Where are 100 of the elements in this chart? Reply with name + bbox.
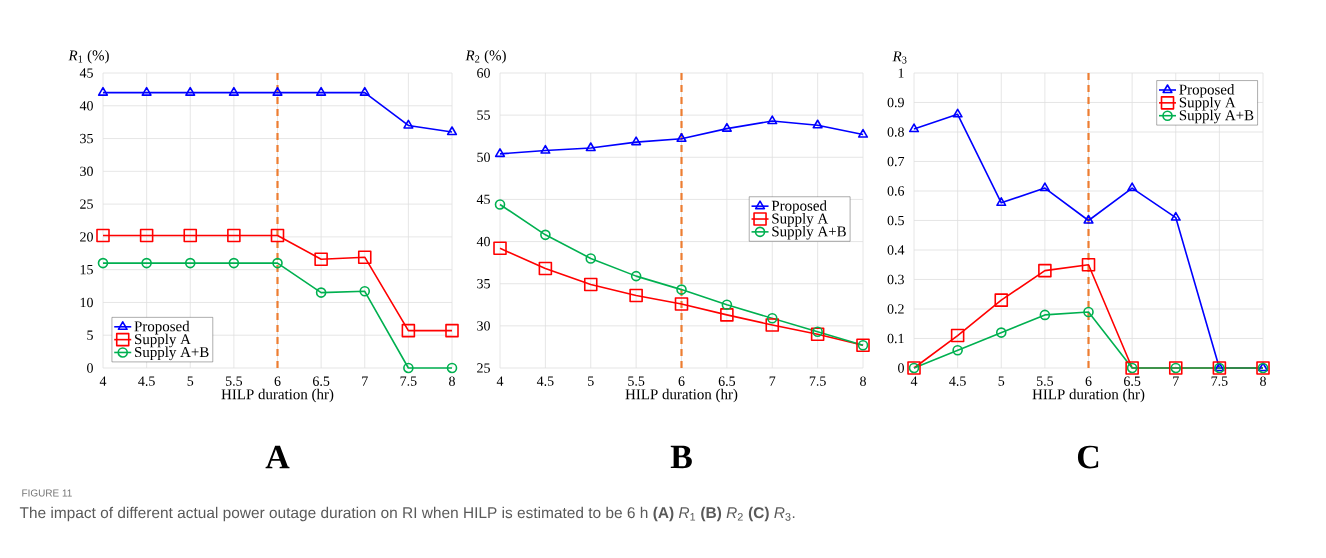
x-axis-title: HILP duration (hr) [625, 388, 738, 403]
point [585, 253, 597, 264]
point [403, 119, 414, 129]
point [185, 86, 196, 96]
x-tick-label: 4.5 [536, 376, 554, 386]
y-tick-label: 0.6 [887, 186, 905, 196]
y-tick-label: 40 [79, 101, 93, 111]
y-tick-label: 0.1 [887, 333, 904, 344]
point [139, 228, 154, 243]
y-tick-label: 10 [80, 297, 93, 308]
x-tick-label: 6 [274, 376, 281, 386]
x-tick-label: 7.5 [809, 376, 826, 386]
point [631, 136, 642, 146]
y-tick-label: 35 [477, 279, 490, 289]
legend-label: Supply A [135, 333, 191, 348]
y-tick-label: 40 [476, 236, 490, 247]
y-tick-label: 0.9 [887, 97, 904, 108]
legend-label: Supply A+B [772, 225, 846, 240]
legend-label: Proposed [134, 320, 190, 335]
x-tick-label: 7 [769, 376, 776, 386]
point [1083, 214, 1094, 224]
point [227, 228, 241, 243]
point [767, 115, 778, 125]
point [676, 284, 687, 295]
point [272, 86, 283, 96]
point [676, 132, 687, 143]
y-tick-label: 0.3 [887, 274, 904, 285]
point [141, 86, 152, 96]
point [183, 228, 198, 243]
x-tick-label: 4 [910, 376, 918, 386]
x-tick-label: 5.5 [628, 376, 645, 386]
y-tick-label: 35 [80, 133, 93, 144]
y-tick-label: 25 [80, 199, 93, 209]
x-tick-label: 4.5 [138, 376, 155, 386]
point [359, 286, 371, 297]
point [446, 362, 458, 374]
x-tick-label: 7 [362, 376, 368, 386]
x-tick-label: 5 [998, 376, 1005, 386]
x-tick-label: 4.5 [949, 376, 966, 386]
point [812, 119, 823, 129]
x-axis-title: HILP duration (hr) [221, 388, 334, 403]
text: C [1077, 445, 1099, 469]
legend-label: Supply A+B [135, 346, 209, 361]
point [493, 241, 507, 256]
y-tick-label: 0 [898, 363, 904, 373]
point [585, 142, 596, 152]
point [316, 86, 327, 96]
point [538, 261, 553, 276]
x-tick-label: 6.5 [718, 376, 736, 386]
point [270, 228, 285, 243]
y-tick-label: 60 [477, 68, 490, 78]
x-tick-label: 5 [588, 376, 594, 386]
point [720, 308, 734, 322]
point [184, 257, 196, 269]
y-tick-label: 30 [80, 166, 93, 177]
legend-label: Supply A [1179, 96, 1236, 111]
x-tick-label: 8 [860, 376, 866, 386]
point [1038, 263, 1052, 278]
point [950, 328, 965, 343]
text: B [670, 445, 692, 469]
point [952, 108, 963, 118]
point [494, 148, 506, 158]
point [359, 86, 370, 96]
y-tick-label: 0 [87, 363, 93, 373]
point [96, 228, 110, 243]
y-axis-title: R$_{3}$ [892, 51, 907, 64]
text: The impact of different actual power outage duration on RI when HILP is estimated to be 6 h (A) R$_{1}$ (B) R$_{2}$ (C) R$_{3}$. [19, 506, 795, 522]
y-tick-label: 45 [79, 68, 93, 78]
point [766, 312, 778, 324]
point [97, 86, 109, 96]
point [315, 287, 327, 298]
x-tick-label: 5 [187, 376, 194, 386]
point [1127, 182, 1138, 192]
point [272, 257, 283, 269]
point [494, 199, 506, 210]
x-tick-label: 7.5 [400, 376, 417, 386]
point [445, 323, 459, 338]
point [674, 297, 689, 311]
point [629, 288, 643, 303]
point [995, 327, 1007, 338]
point [228, 257, 240, 269]
caption: FIGURE 11 [22, 489, 72, 497]
y-tick-label: 0.5 [887, 215, 904, 226]
x-tick-label: 5.5 [1036, 376, 1054, 386]
x-tick-label: 6 [1085, 376, 1092, 386]
y-tick-label: 15 [80, 264, 93, 275]
y-tick-label: 20 [80, 232, 93, 242]
y-tick-label: 55 [477, 110, 490, 120]
y-tick-label: 25 [477, 363, 490, 373]
y-tick-label: 30 [477, 321, 490, 331]
point [812, 326, 823, 338]
y-tick-label: 1 [898, 68, 904, 78]
x-axis-title: HILP duration (hr) [1032, 388, 1145, 403]
point [540, 229, 551, 241]
text: A [265, 445, 290, 469]
point [1039, 309, 1051, 321]
x-tick-label: 6 [678, 376, 685, 386]
y-tick-label: 0.7 [887, 156, 905, 167]
point [810, 327, 825, 342]
point [1081, 257, 1096, 272]
